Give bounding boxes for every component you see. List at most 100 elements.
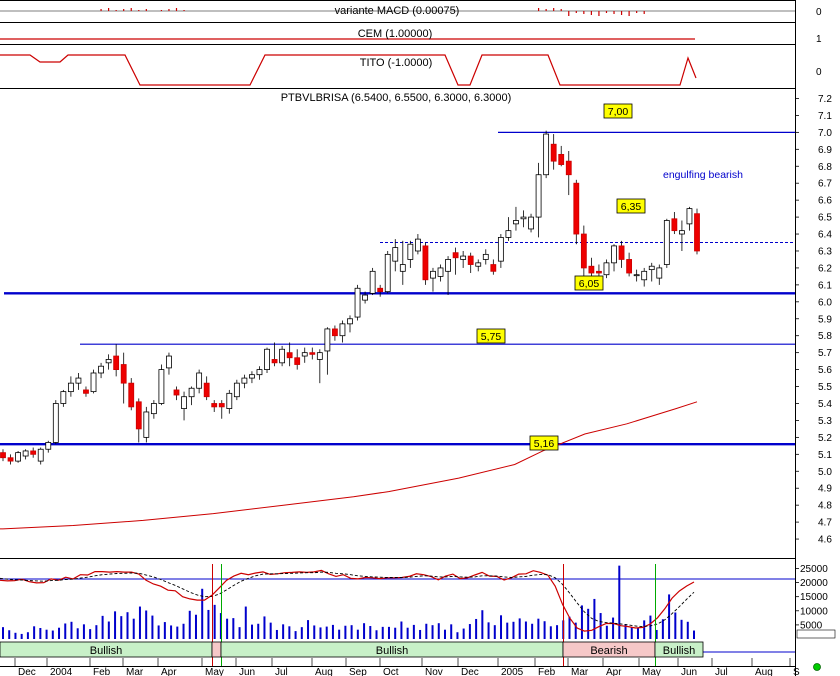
candle-body [52, 403, 59, 443]
price-tick-label: 7.0 [818, 128, 832, 139]
volume-bar [170, 625, 173, 639]
candle [196, 369, 203, 394]
candle [437, 264, 444, 282]
candle-body [550, 143, 557, 162]
candle-body [181, 396, 187, 409]
candle-body [482, 253, 489, 260]
candle [550, 134, 557, 170]
candle-body [505, 230, 512, 238]
macd-bar [575, 11, 577, 13]
svg-text:6,05: 6,05 [579, 278, 600, 290]
candle [558, 145, 565, 167]
candle [641, 267, 648, 287]
candle-body [309, 352, 316, 355]
band-label-1: Bullish [90, 645, 122, 657]
candle [377, 284, 384, 297]
volume-bar [587, 608, 590, 639]
cem-ytick: 1 [816, 34, 822, 45]
macd-bar [123, 9, 125, 11]
candle [497, 234, 504, 268]
volume-bar [120, 616, 123, 639]
macd-title: variante MACD (0.00075) [335, 5, 460, 17]
candle [173, 386, 180, 401]
candle [611, 244, 617, 272]
candle [671, 212, 678, 235]
volume-bar [338, 629, 341, 639]
volume-bar [307, 620, 310, 639]
candle [686, 206, 693, 231]
candle [256, 366, 263, 380]
volume-bar [151, 615, 154, 639]
candle-body [354, 287, 361, 318]
price-tick-label: 6.8 [818, 162, 832, 173]
candle [694, 208, 700, 255]
volume-bar [238, 627, 241, 639]
candle-body [369, 270, 376, 294]
volume-bar [182, 623, 185, 639]
volume-bar [244, 606, 247, 639]
candle [588, 257, 595, 279]
volume-bar [126, 612, 129, 639]
volume-bar [574, 622, 577, 639]
candle-body [264, 348, 270, 370]
candle-body [679, 230, 685, 235]
candle-body [671, 218, 678, 232]
candle-body [633, 274, 640, 277]
volume-bar [680, 619, 683, 639]
month-label: Jul [275, 667, 288, 676]
candle [324, 327, 331, 375]
candle [663, 218, 670, 268]
volume-bar [70, 621, 73, 639]
candlesticks [0, 130, 700, 465]
candle [37, 447, 44, 465]
candle-body [324, 328, 331, 352]
price-tick-label: 5.4 [818, 399, 832, 410]
level-label-605: 6,05 [574, 275, 604, 291]
candle [354, 284, 361, 321]
candle-body [233, 382, 240, 398]
month-label: May [642, 667, 661, 676]
price-tick-label: 5.6 [818, 365, 832, 376]
signal-line [0, 571, 695, 628]
macd-bar [553, 8, 555, 11]
candle-body [580, 233, 587, 269]
candle-body [520, 216, 527, 220]
month-label: Apr [606, 667, 622, 676]
volume-bar [2, 627, 4, 639]
candle [128, 378, 135, 411]
level-label-575: 5,75 [476, 328, 506, 344]
candle [143, 406, 150, 443]
volume-bar [89, 629, 92, 639]
volume-bar [400, 621, 403, 639]
price-tick-label: 6.3 [818, 246, 832, 257]
candle-body [128, 382, 135, 408]
month-label: 2005 [501, 667, 524, 676]
candle-body [0, 452, 6, 459]
volume-bar [39, 627, 42, 639]
macd-bar [643, 11, 645, 14]
price-tick-label: 5.7 [818, 348, 832, 359]
candle-body [648, 265, 655, 271]
candle [279, 345, 286, 367]
volume-bar [419, 629, 422, 639]
candle-body [445, 259, 451, 272]
macd-bar [598, 11, 600, 16]
volume-bar [412, 624, 415, 639]
candle-body [316, 352, 323, 360]
candle [233, 379, 240, 401]
volume-bar [593, 598, 596, 639]
candle [316, 349, 323, 384]
volume-bar [269, 622, 272, 639]
candle [467, 252, 474, 274]
candle-body [196, 372, 203, 389]
candle [414, 234, 421, 255]
price-tick-label: 4.8 [818, 501, 832, 512]
price-tick-label: 6.0 [818, 297, 832, 308]
candle-body [166, 355, 172, 369]
volume-bar [468, 624, 471, 639]
green-circle-icon[interactable] [813, 663, 821, 671]
volume-bar [369, 626, 372, 639]
tito-line [0, 54, 697, 86]
volume-bar [325, 626, 328, 639]
volume-bar [232, 618, 235, 639]
